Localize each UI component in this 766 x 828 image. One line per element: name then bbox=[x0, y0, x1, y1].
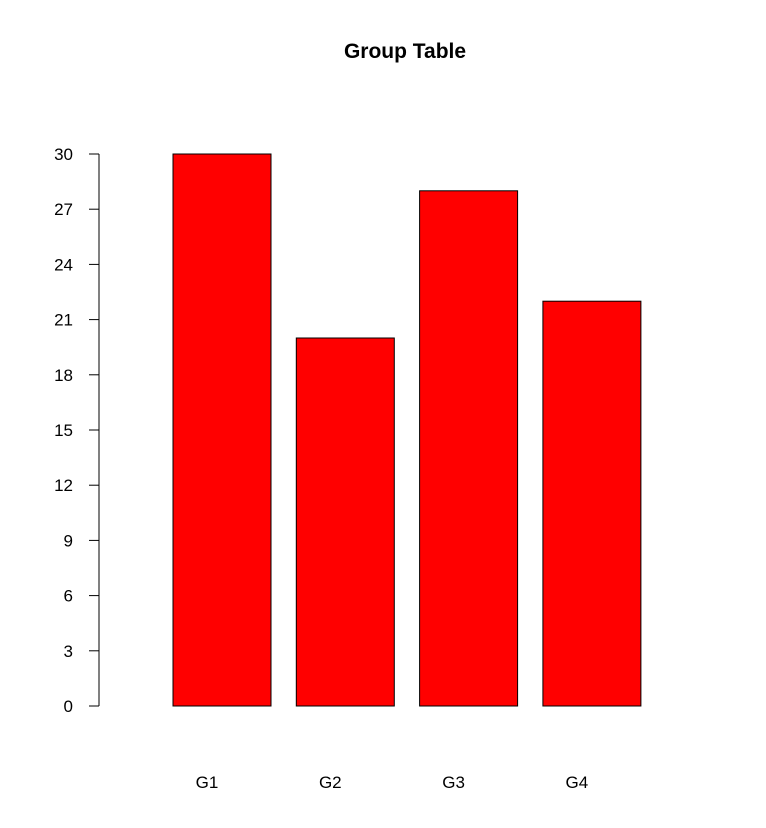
x-category-label: G2 bbox=[319, 773, 342, 792]
y-tick-label: 30 bbox=[54, 145, 73, 164]
y-tick-label: 3 bbox=[64, 642, 73, 661]
x-axis-labels: G1 G2 G3 G4 bbox=[196, 773, 589, 792]
x-category-label: G3 bbox=[442, 773, 465, 792]
y-tick-label: 6 bbox=[64, 587, 73, 606]
y-tick-label: 15 bbox=[54, 421, 73, 440]
bars-group bbox=[172, 153, 642, 707]
y-tick-label: 21 bbox=[54, 311, 73, 330]
y-tick-label: 24 bbox=[54, 255, 73, 274]
y-axis: 0 3 6 9 12 15 18 21 24 27 30 bbox=[54, 145, 100, 716]
chart-title: Group Table bbox=[344, 40, 466, 63]
y-tick-label: 18 bbox=[54, 366, 73, 385]
bar-g2 bbox=[295, 337, 395, 707]
bar-g4 bbox=[542, 300, 642, 707]
x-category-label: G1 bbox=[196, 773, 219, 792]
y-tick-label: 9 bbox=[64, 531, 73, 550]
bar-g1 bbox=[172, 153, 272, 707]
y-tick-label: 27 bbox=[54, 200, 73, 219]
bar-g3 bbox=[419, 190, 519, 707]
y-tick-label: 12 bbox=[54, 476, 73, 495]
y-tick-label: 0 bbox=[64, 697, 73, 716]
x-category-label: G4 bbox=[566, 773, 589, 792]
